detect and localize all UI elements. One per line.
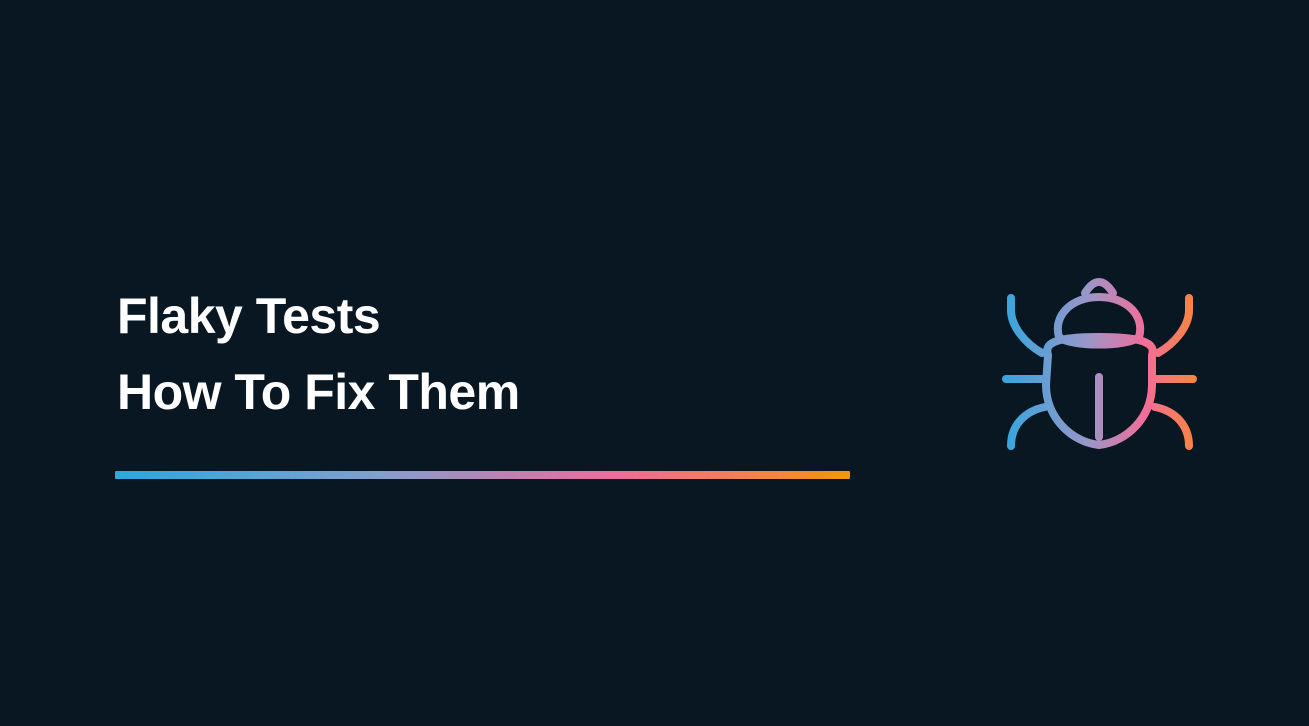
page-title: Flaky Tests How To Fix Them: [117, 278, 520, 430]
title-line-2: How To Fix Them: [117, 364, 520, 420]
bug-icon: [1002, 278, 1197, 450]
title-line-1: Flaky Tests: [117, 288, 381, 344]
gradient-divider: [115, 471, 850, 479]
